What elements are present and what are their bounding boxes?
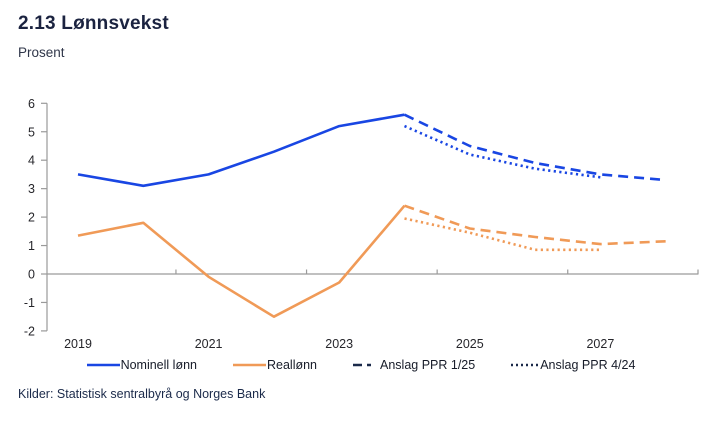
series-line-reall-nn (77, 204, 406, 318)
y-tick-label: 2 (28, 211, 35, 225)
series-line-anslag-ppr-1-25-nominell-l-nn- (403, 113, 666, 182)
y-tick-label: -1 (24, 296, 35, 310)
y-tick-label: 6 (28, 97, 35, 111)
dotted-navy-line-swatch (511, 363, 540, 367)
series-line-nominell-l-nn (77, 113, 405, 188)
y-tick-label: 5 (28, 125, 35, 139)
legend-item-nominell-lonn: Nominell lønn (86, 358, 197, 372)
y-tick-label: 4 (28, 154, 35, 168)
figure-subtitle: Prosent (18, 45, 65, 60)
chart-legend: Nominell lønn Reallønn Anslag PPR 1/25 A… (0, 358, 722, 372)
figure-title: 2.13 Lønnsvekst (18, 13, 169, 34)
wage-growth-chart: -2 -1 0 1 2 3 4 5 6 2019 2021 2023 2025 2027 (24, 97, 699, 351)
x-tick-label: 2023 (325, 337, 353, 351)
x-tick-label: 2021 (195, 337, 223, 351)
solid-blue-line-swatch (86, 363, 120, 367)
legend-item-reallonn: Reallønn (232, 358, 318, 372)
dashed-navy-line-swatch (353, 363, 380, 367)
sources-caption: Kilder: Statistisk sentralbyrå og Norges… (18, 387, 266, 401)
y-tick-label: 0 (28, 268, 35, 282)
solid-orange-line-swatch (232, 363, 266, 367)
x-tick-label: 2027 (586, 337, 614, 351)
legend-label: Nominell lønn (120, 358, 197, 372)
series-line-anslag-ppr-1-25-reall-nn- (404, 204, 666, 246)
legend-item-anslag-ppr-1-25: Anslag PPR 1/25 (353, 358, 475, 372)
y-tick-label: 3 (28, 182, 35, 196)
legend-label: Reallønn (266, 358, 318, 372)
y-tick-label: -2 (24, 324, 35, 338)
x-tick-label: 2019 (64, 337, 92, 351)
legend-label: Anslag PPR 4/24 (540, 358, 636, 372)
legend-label: Anslag PPR 1/25 (380, 358, 476, 372)
legend-item-anslag-ppr-4-24: Anslag PPR 4/24 (511, 358, 635, 372)
series-line-anslag-ppr-4-24-reall-nn- (404, 217, 601, 252)
x-tick-label: 2025 (456, 337, 484, 351)
y-tick-label: 1 (28, 239, 35, 253)
series-line-anslag-ppr-4-24-nominell-l-nn- (403, 124, 601, 179)
